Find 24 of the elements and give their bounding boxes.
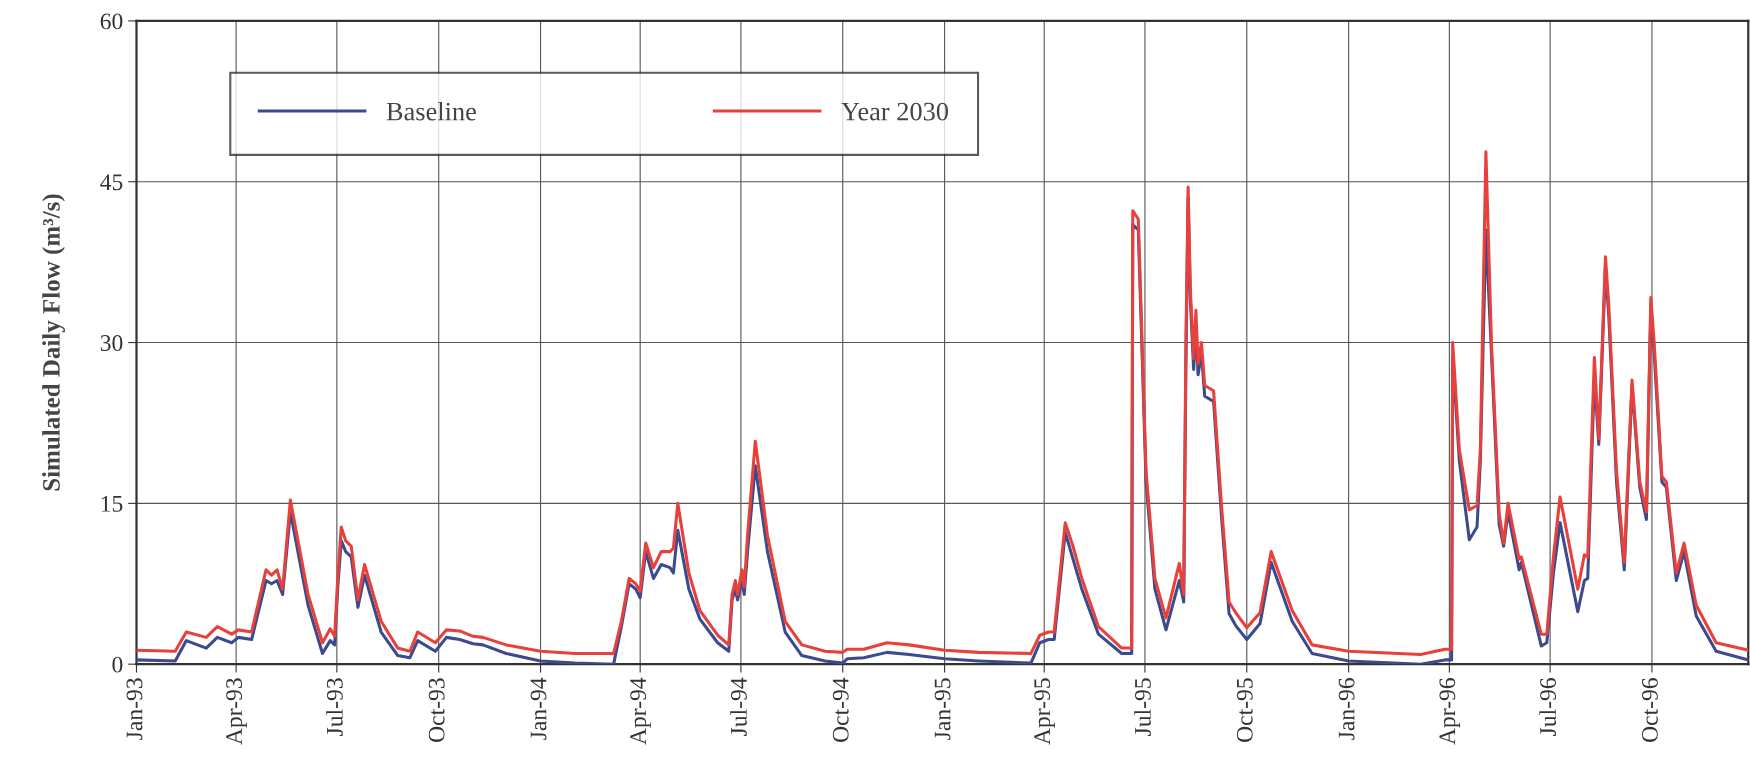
y-tick-label: 30 [100, 335, 123, 351]
y-tick-label: 15 [101, 495, 123, 512]
y-tick-label: 60 [100, 13, 123, 30]
y-tick-label: 0 [112, 656, 123, 673]
y-tick-label: 45 [100, 174, 123, 191]
x-tick-label: Apr-93 [226, 678, 247, 745]
x-tick-label: Jul-93 [326, 678, 343, 736]
x-tick-label: Oct-95 [1236, 678, 1253, 742]
x-tick-label: Apr-95 [1034, 678, 1055, 745]
x-tick-label: Jan-96 [1338, 678, 1355, 740]
x-tick-label: Oct-96 [1641, 678, 1658, 742]
legend-label: Baseline [386, 101, 476, 121]
x-tick-label: Apr-94 [630, 677, 651, 745]
x-tick-label: Oct-93 [428, 678, 445, 742]
x-tick-label: Jan-93 [126, 678, 143, 740]
x-tick-label: Jan-95 [934, 678, 951, 740]
y-axis-title: Simulated Daily Flow (m³/s) [42, 194, 65, 491]
x-tick-label: Apr-96 [1439, 678, 1461, 745]
x-tick-label: Jan-94 [530, 677, 547, 740]
x-tick-label: Jul-94 [730, 677, 747, 736]
legend-label: Year 2030 [841, 102, 949, 121]
x-tick-label: Oct-94 [832, 677, 849, 742]
x-tick-label: Jul-95 [1134, 678, 1151, 736]
x-tick-label: Jul-96 [1539, 678, 1557, 736]
